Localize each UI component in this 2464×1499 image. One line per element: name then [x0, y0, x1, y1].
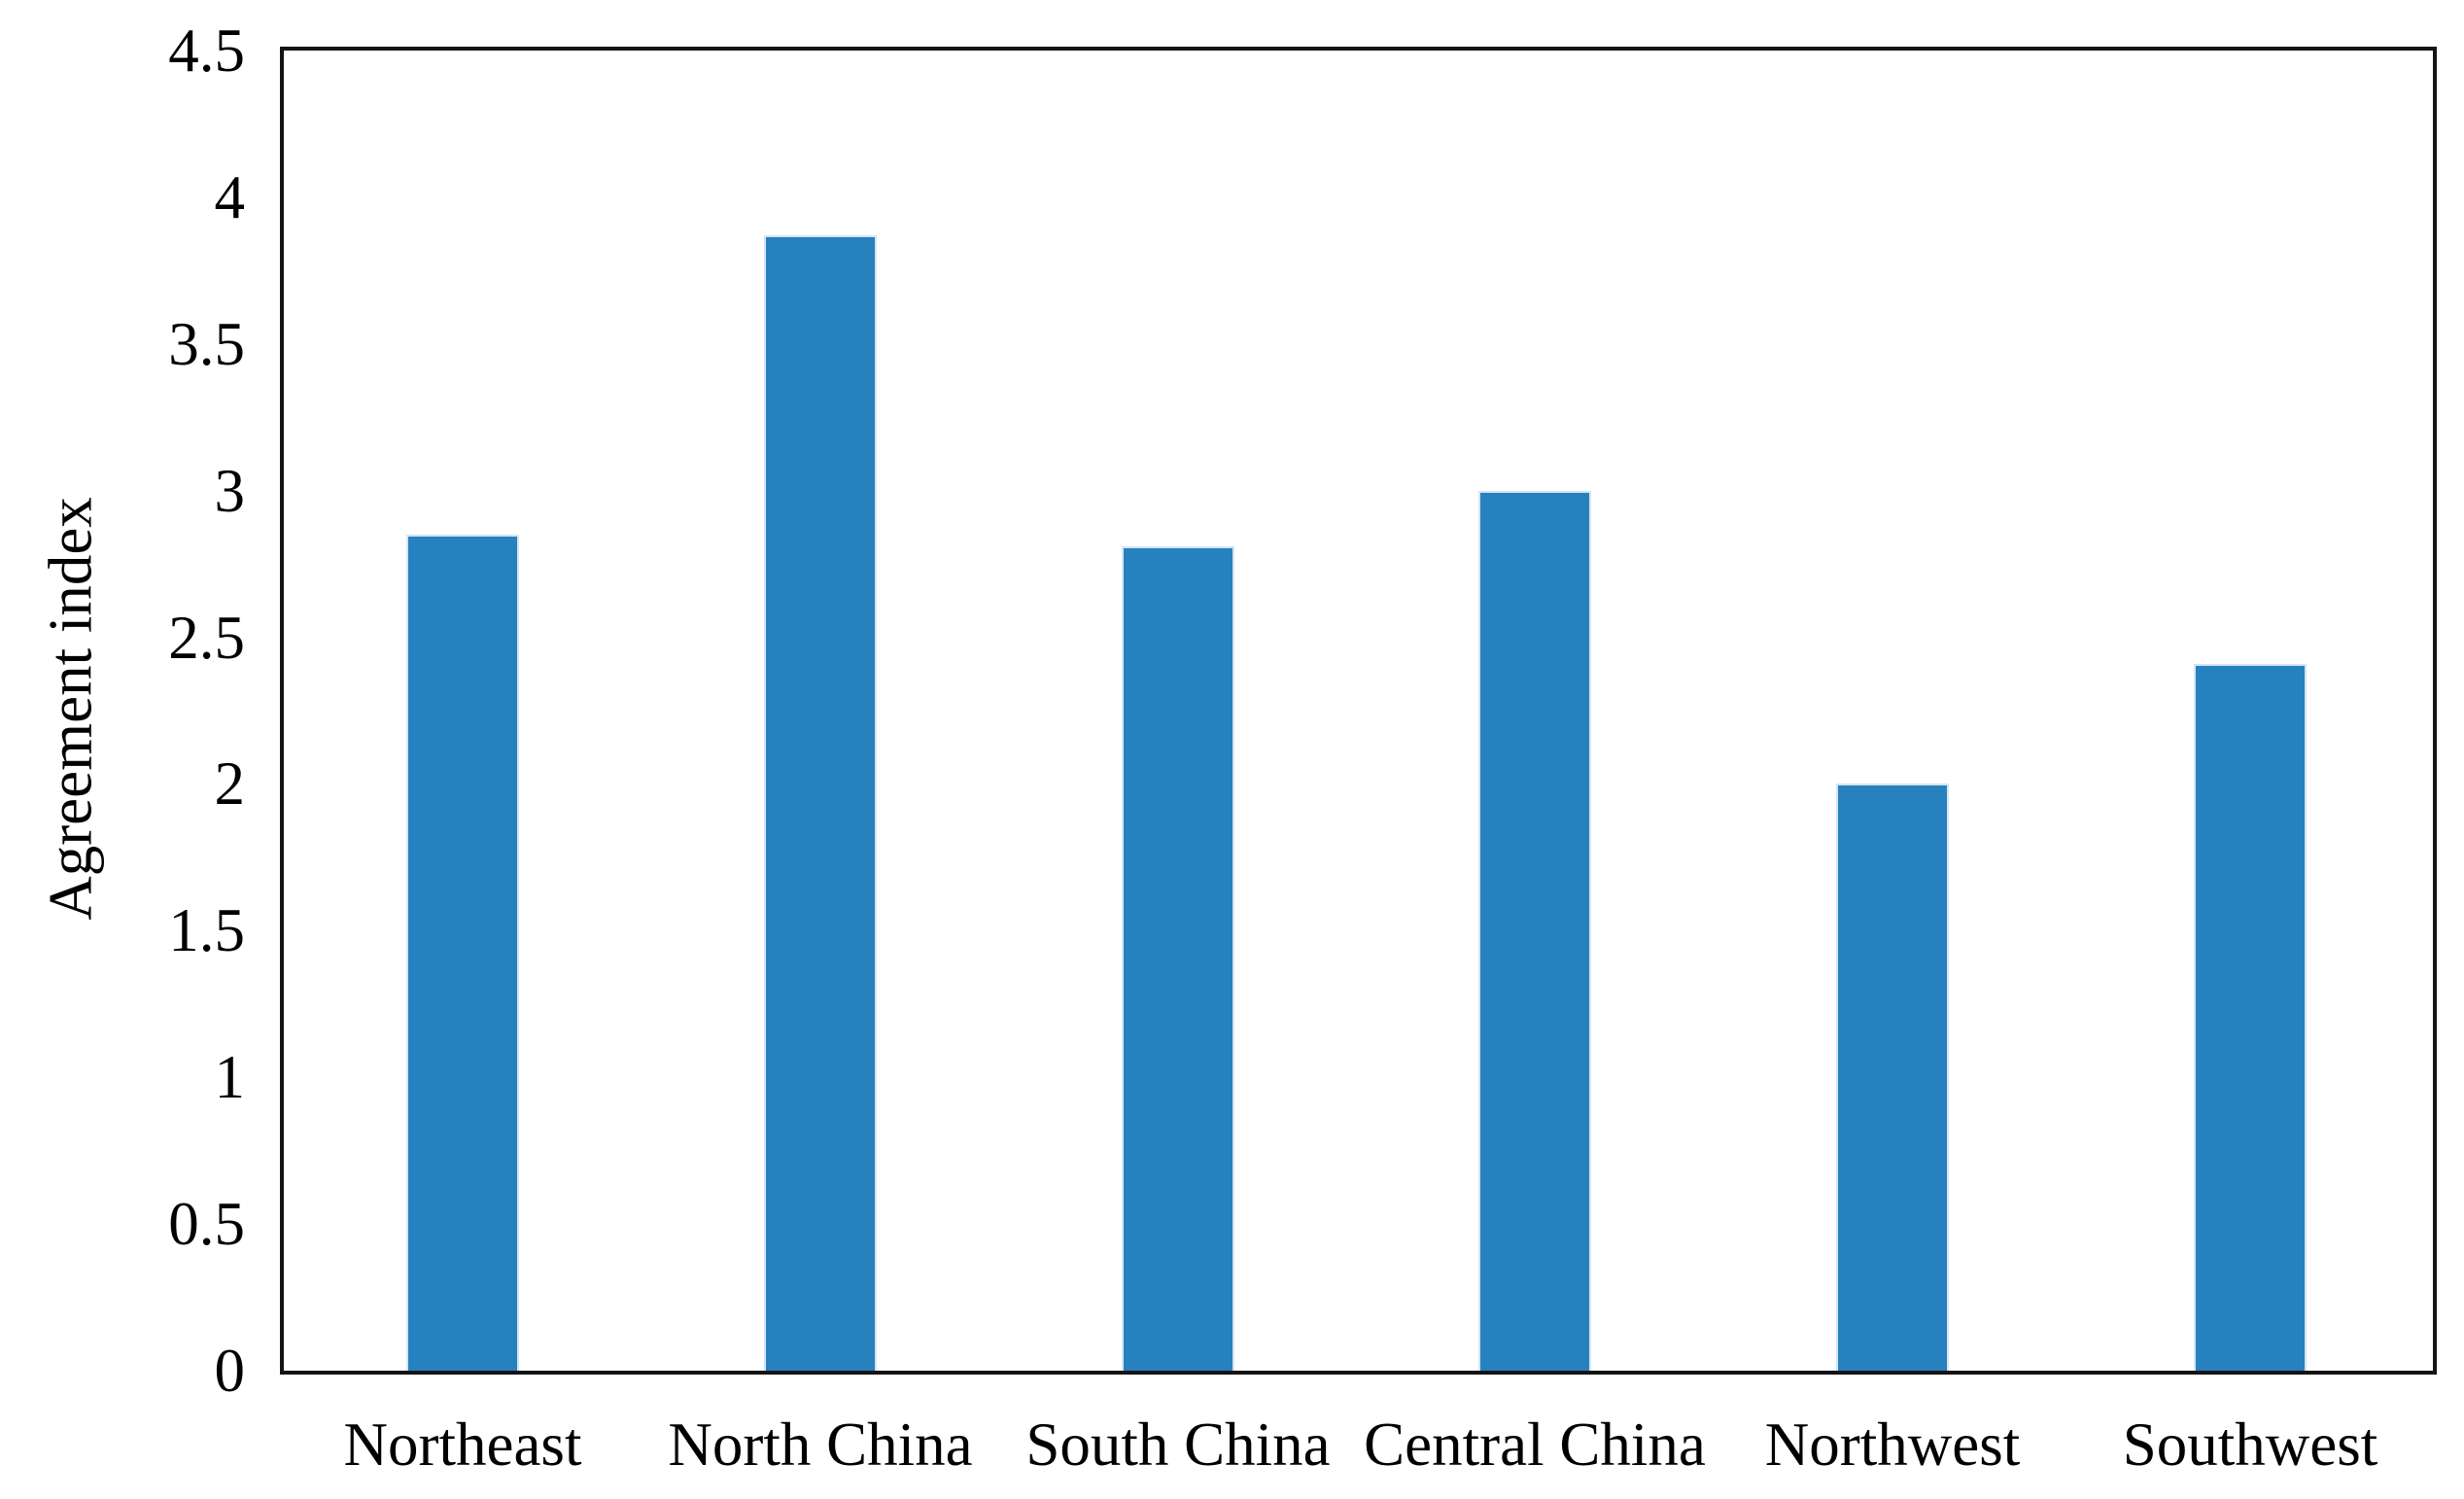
y-tick-label: 2 — [214, 750, 246, 818]
y-tick-label: 1.5 — [168, 896, 245, 964]
bar — [1478, 491, 1591, 1371]
x-category-label: North China — [668, 1411, 973, 1479]
bar — [406, 535, 519, 1371]
y-tick-label: 0.5 — [168, 1190, 245, 1258]
y-tick-label: 4 — [214, 163, 246, 231]
x-category-label: Central China — [1364, 1411, 1706, 1479]
x-category-label: Southwest — [2122, 1411, 2378, 1479]
x-category-label: Northeast — [343, 1411, 582, 1479]
bar — [1836, 784, 1949, 1371]
y-tick-label: 0 — [214, 1337, 246, 1405]
y-tick-label: 2.5 — [168, 604, 245, 672]
bar — [2194, 664, 2307, 1371]
bar — [1122, 546, 1234, 1371]
bar — [764, 235, 877, 1371]
y-tick-label: 4.5 — [168, 17, 245, 85]
y-tick-label: 1 — [214, 1043, 246, 1111]
y-tick-label: 3 — [214, 457, 246, 525]
y-axis-title: Agreement index — [36, 497, 105, 921]
plot-area — [280, 47, 2437, 1375]
y-tick-label: 3.5 — [168, 310, 245, 378]
x-category-label: South China — [1025, 1411, 1331, 1479]
x-category-label: Northwest — [1764, 1411, 2021, 1479]
